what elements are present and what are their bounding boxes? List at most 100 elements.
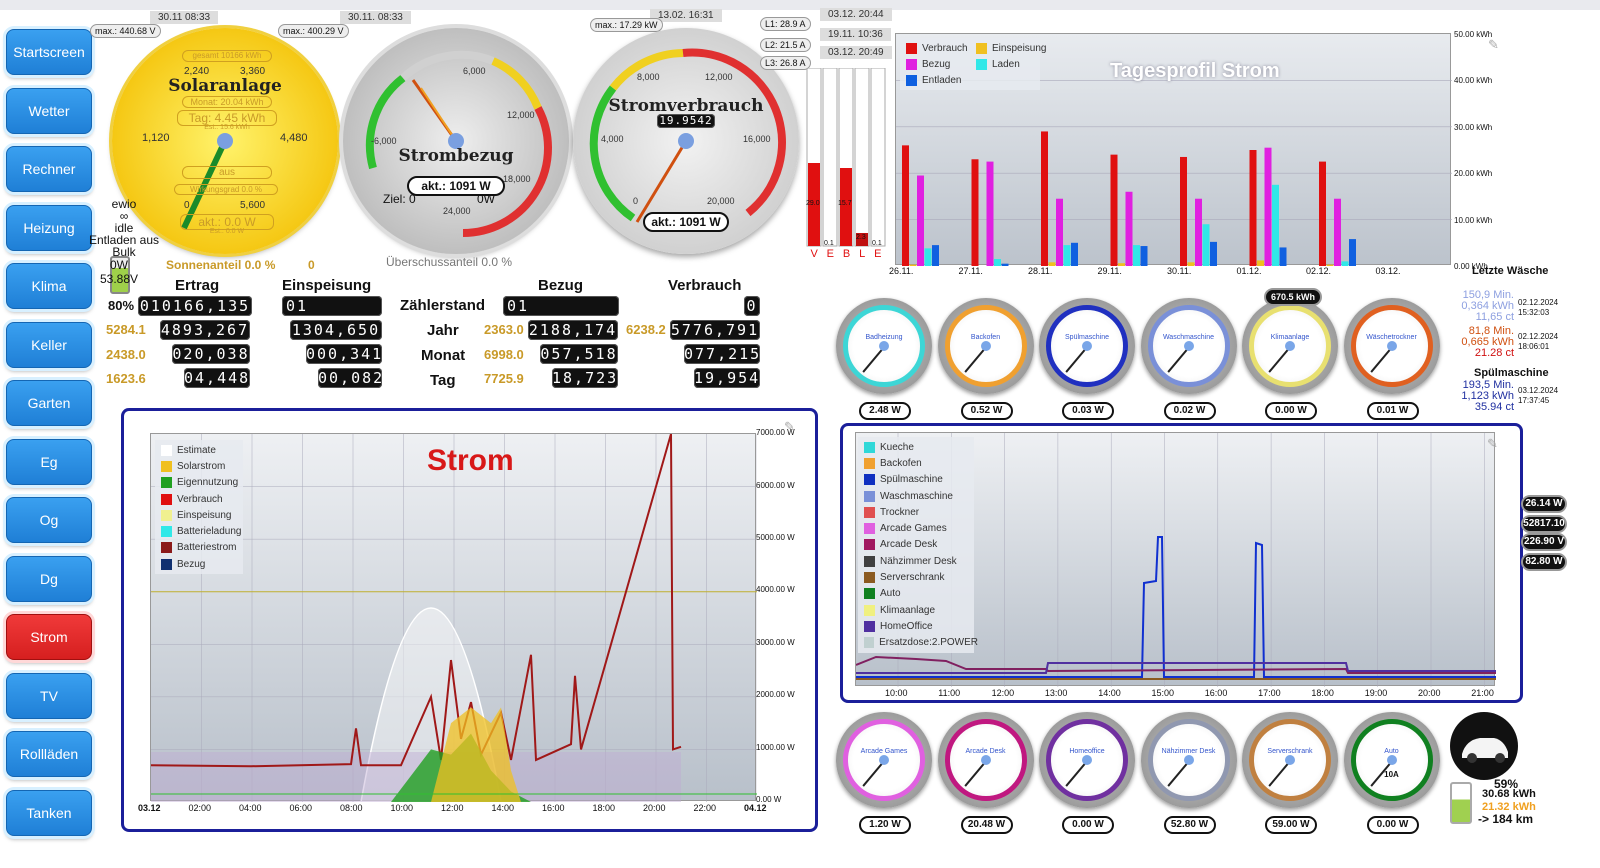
nav-strom[interactable]: Strom [6, 614, 92, 660]
legend-item[interactable]: Estimate [155, 442, 216, 458]
gauge-face: Homeoffice [1046, 719, 1128, 801]
solar-gesamt: gesamt 10166 kWh [182, 50, 272, 62]
side-val-4: 82.80 W [1521, 553, 1567, 571]
legend-swatch [161, 444, 172, 456]
legend-verbrauch: Verbrauch [922, 42, 968, 54]
battery-w: 0W [110, 258, 128, 272]
nav-tv[interactable]: TV [6, 672, 92, 719]
strom-chart: Strom Estimate Solarstrom Eigennutzung Verb… [150, 433, 757, 802]
legend-item[interactable]: Backofen [858, 455, 978, 471]
ertrag-jahr-g: 5284.1 [106, 322, 146, 337]
y-tick: 0.00 W [756, 795, 782, 804]
y-tick: 2000.00 W [756, 690, 795, 700]
waesche-r7: 193,5 Min. [1462, 379, 1514, 391]
nav-eg[interactable]: Eg [6, 438, 92, 485]
nav-tanken[interactable]: Tanken [6, 789, 92, 836]
bar-laden [924, 248, 932, 266]
top-strip [0, 0, 1600, 10]
phase-t1: 03.12. 20:44 [820, 8, 892, 21]
nav-wetter[interactable]: Wetter [6, 87, 92, 134]
legend-swatch [864, 572, 875, 584]
battery-l4: Entladen aus [88, 233, 160, 247]
sonnenanteil-val: 0 [308, 258, 315, 272]
gauge-face: Waschmaschine [1147, 305, 1230, 387]
counter-bezug-tag: 18,723 [552, 368, 619, 388]
nav-heizung[interactable]: Heizung [6, 204, 92, 251]
verbrauch-title: Stromverbrauch [608, 96, 764, 116]
legend-item[interactable]: Einspeisung [155, 507, 231, 523]
car-icon[interactable] [1450, 712, 1518, 780]
gauge-hub [879, 755, 889, 765]
ertrag-pct: 80% [108, 298, 135, 313]
mini-bar-label: B [842, 248, 851, 260]
legend-item[interactable]: Eigennutzung [155, 475, 238, 491]
legend-item[interactable]: Auto [858, 586, 978, 602]
nav-dg[interactable]: Dg [6, 555, 92, 602]
gauge-value: 20.48 W [960, 816, 1013, 834]
edit-icon[interactable]: ✎ [784, 419, 795, 434]
x-tick: 27.11. [958, 266, 983, 276]
nav-startscreen[interactable]: Startscreen [6, 29, 92, 75]
nav-garten[interactable]: Garten [6, 380, 92, 426]
legend-item[interactable]: Verbrauch [155, 491, 223, 507]
gauge-face: Arcade Games [843, 719, 925, 801]
waesche-d2: 02.12.2024 18:06:01 [1518, 332, 1558, 352]
tagesprofil-chart: Tagesprofil Strom Verbrauch Einspeisung … [895, 33, 1499, 266]
edit-icon[interactable]: ✎ [1488, 37, 1499, 52]
legend-item[interactable]: Solarstrom [155, 458, 225, 474]
gauge-value: 52.80 W [1163, 816, 1216, 834]
counter-verbrauch-jahr: 5776,791 [670, 320, 760, 340]
legend-item[interactable]: Arcade Games [858, 521, 978, 537]
legend-item[interactable]: Arcade Desk [858, 537, 978, 553]
counter-einspeisung-monat: 000,341 [306, 344, 384, 364]
gauge-hub [1082, 341, 1092, 351]
phase-l2: L2: 21.5 A [760, 38, 811, 52]
legend-item[interactable]: Batterieladung [155, 524, 242, 540]
y-tick: 10.00 kWh [1454, 215, 1493, 225]
legend-item[interactable]: Serverschrank [858, 569, 978, 585]
legend-item[interactable]: Bezug [155, 556, 205, 572]
gauge-value: 0.00 W [1062, 816, 1114, 834]
nav-og[interactable]: Og [6, 497, 92, 543]
bezug-max: max.: 400.29 V [278, 24, 349, 38]
legend-item[interactable]: Nähzimmer Desk [858, 553, 978, 569]
legend-item[interactable]: Trockner [858, 504, 978, 520]
waesche-r9: 35.94 ct [1474, 401, 1514, 413]
y-tick: 3000.00 W [756, 637, 795, 647]
solar-wirkungsgrad: Wirkungsgrad 0.0 % [174, 184, 278, 195]
gauge-5: Auto 10A [1343, 712, 1440, 808]
edit-icon[interactable]: ✎ [1487, 436, 1498, 451]
series-solarstrom [431, 707, 521, 802]
nav-rollläden[interactable]: Rollläden [6, 731, 92, 777]
legend-item[interactable]: Kueche [858, 439, 978, 455]
car-kwh: 30.68 kWh [1482, 788, 1536, 800]
legend-item[interactable]: Ersatzdose:2.POWER [858, 635, 978, 651]
nav-klima[interactable]: Klima [6, 263, 92, 309]
legend-item[interactable]: Spülmaschine [858, 472, 978, 488]
nav-rechner[interactable]: Rechner [6, 146, 92, 192]
tagesprofil-svg [896, 80, 1452, 266]
gauge-face: Wäschetrockner [1350, 305, 1433, 387]
gauge-value: 0.01 W [1366, 402, 1419, 420]
header-verbrauch: Verbrauch [668, 277, 742, 294]
car-pct: 59% [1494, 777, 1519, 791]
legend-item[interactable]: Batteriestrom [155, 540, 236, 556]
nav-keller[interactable]: Keller [6, 321, 92, 368]
waesche-r1: 150,9 Min. [1462, 289, 1514, 301]
legend-item[interactable]: Klimaanlage [858, 602, 978, 618]
waesche-2: 81,8 Min. 0,665 kWh 21.28 ct [1452, 326, 1514, 359]
bar-verbrauch [971, 159, 979, 266]
solar-tick: 2,240 [184, 66, 210, 77]
legend-label: Estimate [177, 444, 216, 456]
bar-verbrauch [1249, 150, 1257, 266]
legend-item[interactable]: Waschmaschine [858, 488, 978, 504]
legend-item[interactable]: HomeOffice [858, 618, 978, 634]
legend-swatch [976, 58, 987, 70]
bezug-jahr-g: 2363.0 [484, 322, 524, 337]
legend-label: Arcade Desk [880, 539, 938, 551]
gauge-face: Klimaanlage [1249, 305, 1331, 387]
legend-swatch [161, 460, 172, 472]
battery-l3: idle [114, 221, 134, 235]
x-tick: 12:00 [991, 688, 1015, 698]
battery-l5: Bulk [112, 245, 136, 259]
